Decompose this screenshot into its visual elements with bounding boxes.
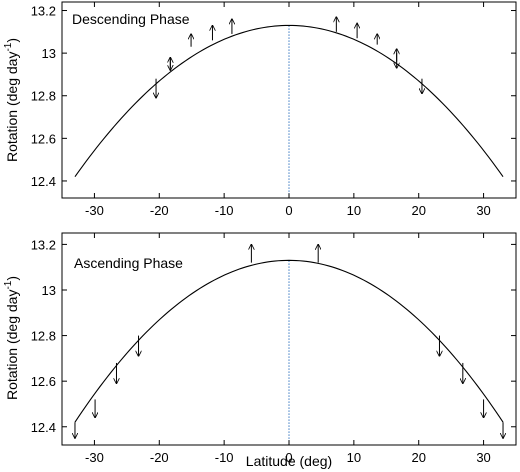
y-tick-label: 13.2 xyxy=(31,237,56,252)
x-tick-label: 30 xyxy=(476,203,490,218)
panel-title: Descending Phase xyxy=(72,11,190,27)
y-axis-label: Rotation (deg day-1) xyxy=(3,276,20,400)
plot-frame xyxy=(61,1,517,199)
x-tick-label: -20 xyxy=(150,203,169,218)
x-tick-label: 30 xyxy=(476,450,490,465)
panel-title: Ascending Phase xyxy=(74,255,183,271)
x-tick-label: -10 xyxy=(215,450,234,465)
y-tick-label: 12.4 xyxy=(31,174,56,189)
y-tick-label: 12.4 xyxy=(31,420,56,435)
ascending-phase-panel: Ascending Phase Rotation (deg day-1) Lat… xyxy=(3,232,517,469)
x-tick-label: -30 xyxy=(85,203,104,218)
arrow-layer xyxy=(75,244,503,438)
rotation-curve xyxy=(74,259,504,423)
x-tick-label: -10 xyxy=(215,203,234,218)
tick-layer: -30 -20 -10 0 10 20 30 12.4 12.6 12.8 13 13.2 xyxy=(31,233,516,465)
y-tick-label: 12.8 xyxy=(31,329,56,344)
x-tick-label: 10 xyxy=(347,450,361,465)
tick-layer: -30 -20 -10 0 10 20 30 12.4 12.6 12.8 13 13.2 xyxy=(31,2,516,218)
curve-layer xyxy=(74,259,504,423)
x-tick-label: -20 xyxy=(150,450,169,465)
rotation-curve xyxy=(74,24,504,178)
x-tick-label: 0 xyxy=(285,203,292,218)
y-tick-label: 12.8 xyxy=(31,89,56,104)
y-axis-label: Rotation (deg day-1) xyxy=(3,38,20,162)
y-tick-label: 12.6 xyxy=(31,131,56,146)
y-tick-label: 13 xyxy=(42,46,56,61)
y-tick-label: 13 xyxy=(42,283,56,298)
x-tick-label: 20 xyxy=(411,450,425,465)
x-axis-label: Latitude (deg) xyxy=(246,453,332,469)
x-tick-label: -30 xyxy=(85,450,104,465)
y-tick-label: 12.6 xyxy=(31,374,56,389)
arrow-layer xyxy=(156,17,422,98)
curve-layer xyxy=(74,24,504,178)
x-tick-label: 20 xyxy=(411,203,425,218)
descending-phase-panel: Descending Phase Rotation (deg day-1) -3… xyxy=(3,1,517,218)
y-tick-label: 13.2 xyxy=(31,4,56,19)
x-tick-label: 10 xyxy=(347,203,361,218)
x-tick-label: 0 xyxy=(285,450,292,465)
